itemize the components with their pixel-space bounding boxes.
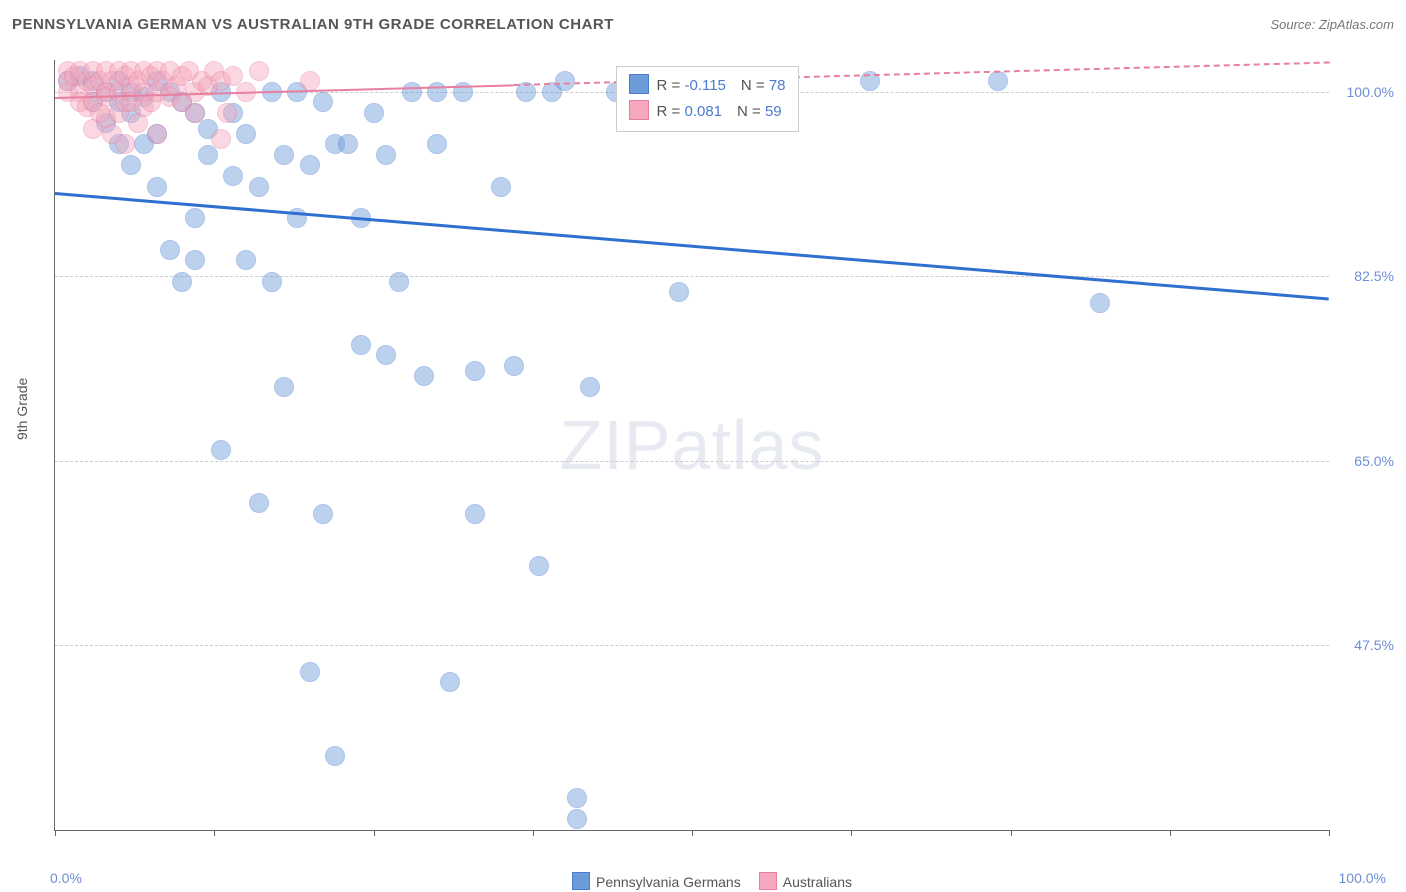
scatter-point <box>274 145 294 165</box>
scatter-point <box>121 155 141 175</box>
scatter-point <box>236 250 256 270</box>
scatter-point <box>262 272 282 292</box>
scatter-point <box>185 103 205 123</box>
y-tick-label: 82.5% <box>1354 268 1394 284</box>
scatter-point <box>313 504 333 524</box>
gridline <box>55 276 1329 277</box>
watermark: ZIPatlas <box>560 405 825 485</box>
x-tick <box>692 830 693 836</box>
scatter-point <box>567 809 587 829</box>
scatter-point <box>567 788 587 808</box>
legend-swatch <box>759 872 777 890</box>
x-tick <box>374 830 375 836</box>
x-tick <box>1329 830 1330 836</box>
gridline <box>55 645 1329 646</box>
scatter-point <box>465 361 485 381</box>
y-tick-label: 100.0% <box>1347 84 1394 100</box>
scatter-point <box>300 71 320 91</box>
scatter-point <box>249 61 269 81</box>
scatter-point <box>351 335 371 355</box>
x-tick <box>55 830 56 836</box>
scatter-point <box>491 177 511 197</box>
scatter-point <box>172 272 192 292</box>
scatter-point <box>115 134 135 154</box>
x-tick <box>851 830 852 836</box>
gridline <box>55 461 1329 462</box>
scatter-point <box>440 672 460 692</box>
scatter-point <box>236 124 256 144</box>
scatter-point <box>988 71 1008 91</box>
scatter-point <box>529 556 549 576</box>
x-tick <box>214 830 215 836</box>
x-tick <box>533 830 534 836</box>
legend-label: Australians <box>783 874 852 890</box>
scatter-point <box>427 134 447 154</box>
scatter-point <box>389 272 409 292</box>
scatter-point <box>555 71 575 91</box>
correlation-legend: R = -0.115 N = 78R = 0.081 N = 59 <box>616 66 799 132</box>
scatter-point <box>249 177 269 197</box>
scatter-point <box>211 129 231 149</box>
scatter-point <box>427 82 447 102</box>
scatter-point <box>669 282 689 302</box>
scatter-point <box>147 124 167 144</box>
scatter-point <box>300 662 320 682</box>
correlation-row: R = -0.115 N = 78 <box>629 73 786 99</box>
scatter-point <box>376 345 396 365</box>
scatter-point <box>160 240 180 260</box>
correlation-row: R = 0.081 N = 59 <box>629 99 786 125</box>
scatter-point <box>376 145 396 165</box>
source-citation: Source: ZipAtlas.com <box>1270 17 1394 32</box>
scatter-point <box>223 166 243 186</box>
scatter-point <box>338 134 358 154</box>
bottom-legend: Pennsylvania Germans Australians <box>0 872 1406 890</box>
scatter-point <box>465 504 485 524</box>
x-tick <box>1170 830 1171 836</box>
scatter-point <box>580 377 600 397</box>
y-axis-label: 9th Grade <box>14 378 30 440</box>
scatter-point <box>300 155 320 175</box>
scatter-point <box>274 377 294 397</box>
scatter-point <box>414 366 434 386</box>
scatter-point <box>402 82 422 102</box>
scatter-point <box>211 440 231 460</box>
x-tick <box>1011 830 1012 836</box>
chart-title: PENNSYLVANIA GERMAN VS AUSTRALIAN 9TH GR… <box>12 16 614 33</box>
scatter-point <box>147 177 167 197</box>
scatter-point <box>364 103 384 123</box>
scatter-point <box>325 746 345 766</box>
scatter-point <box>217 103 237 123</box>
trend-line <box>55 192 1329 300</box>
scatter-point <box>1090 293 1110 313</box>
scatter-point <box>249 493 269 513</box>
scatter-point <box>313 92 333 112</box>
legend-label: Pennsylvania Germans <box>596 874 741 890</box>
legend-swatch <box>572 872 590 890</box>
scatter-plot: ZIPatlas R = -0.115 N = 78R = 0.081 N = … <box>54 60 1329 831</box>
scatter-point <box>198 145 218 165</box>
scatter-point <box>185 250 205 270</box>
scatter-point <box>504 356 524 376</box>
y-tick-label: 47.5% <box>1354 637 1394 653</box>
scatter-point <box>185 208 205 228</box>
y-tick-label: 65.0% <box>1354 453 1394 469</box>
